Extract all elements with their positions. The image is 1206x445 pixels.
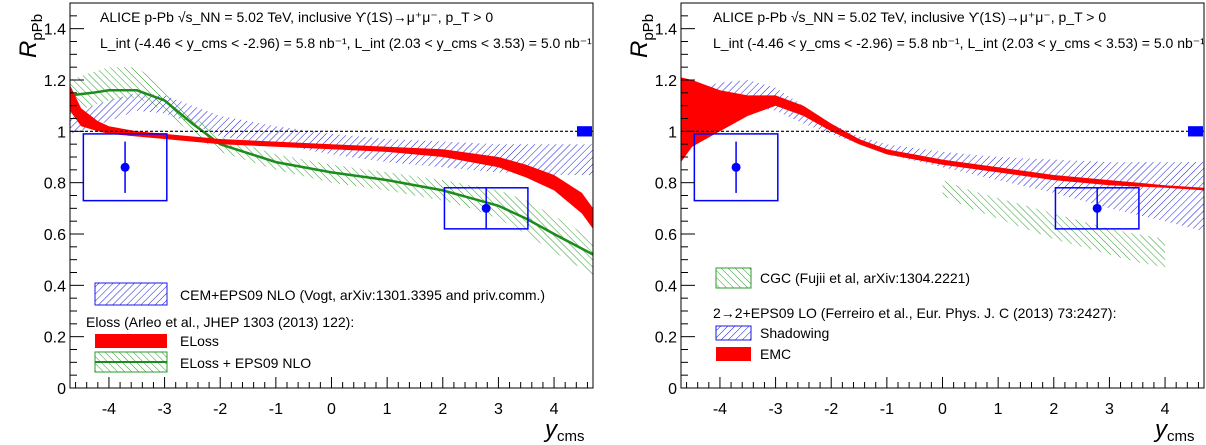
left-plot-frame [69, 2, 594, 389]
left-x-tick-label: -2 [213, 401, 227, 418]
left-legend-eloss-header: Eloss (Arleo et al., JHEP 1303 (2013) 12… [86, 314, 354, 330]
left-x-tick-label: -1 [269, 401, 283, 418]
right-data-marks [681, 77, 1204, 268]
right-header-line2: L_int (-4.46 < y_cms < -2.96) = 5.8 nb⁻¹… [713, 35, 1205, 51]
right-xlabel-main: y [1153, 416, 1169, 443]
left-point-1 [481, 203, 491, 213]
left-y-tick-label: 0.2 [44, 330, 66, 347]
left-point-0 [120, 162, 130, 172]
left-data-marks [69, 67, 594, 276]
left-y-tick-label: 1.4 [44, 22, 66, 39]
right-ylabel-sub: pPb [640, 14, 657, 41]
right-point-0 [731, 162, 741, 172]
right-legend-shadowing: Shadowing [760, 325, 829, 341]
left-x-tick-label: 1 [383, 401, 392, 418]
right-global-uncertainty [1188, 126, 1203, 137]
right-legend-shadowing-swatch [715, 325, 752, 341]
left-y-tick-label: 0 [57, 381, 66, 398]
left-sys-box-0 [82, 133, 168, 202]
right-sys-box-0 [693, 133, 779, 202]
left-header-line1: ALICE p-Pb √s_NN = 5.02 TeV, inclusive ϒ… [100, 9, 493, 25]
right-y-tick-label: 0.6 [655, 227, 677, 244]
right-y-tick-label: 1.4 [655, 22, 677, 39]
svg-text:RpPb: RpPb [15, 14, 46, 58]
right-y-axis-label: RpPb [626, 14, 657, 58]
right-legend-emc-swatch [716, 347, 751, 361]
left-y-tick-label: 1.2 [44, 73, 66, 90]
right-panel: -4 -3 -2 -1 0 1 2 3 4 0 0.2 0.4 0.6 0.8 1 1.2 1.4 ALICE … [626, 2, 1205, 445]
left-x-tick-label: 2 [438, 401, 447, 418]
left-y-tick-label: 1 [57, 124, 66, 141]
left-axis-ticks: -4 -3 -2 -1 0 1 2 3 4 0 0.2 0.4 0.6 0.8 1 1.2 1.4 [44, 2, 588, 418]
left-y-tick-label: 0.4 [44, 278, 66, 295]
right-point-1 [1092, 203, 1102, 213]
left-x-tick-label: 4 [550, 401, 559, 418]
right-legend-emc: EMC [760, 346, 791, 362]
left-legend-vogt: CEM+EPS09 NLO (Vogt, arXiv:1301.3395 and… [180, 287, 545, 303]
left-band-2 [70, 85, 593, 229]
right-x-tick-label: -2 [824, 401, 838, 418]
right-y-tick-label: 0.2 [655, 330, 677, 347]
right-y-tick-label: 0.4 [655, 278, 677, 295]
left-x-axis-label: ycms [543, 416, 585, 445]
right-legend-cgc: CGC (Fujii et al, arXiv:1304.2221) [760, 270, 970, 286]
right-xlabel-sub: cms [1167, 428, 1195, 445]
right-legend-model-header: 2→2+EPS09 LO (Ferreiro et al., Eur. Phys… [713, 305, 1116, 321]
right-x-tick-label: 4 [1161, 401, 1170, 418]
left-x-tick-label: -4 [102, 401, 116, 418]
left-global-uncertainty [577, 126, 592, 137]
left-y-tick-label: 0.8 [44, 176, 66, 193]
right-y-tick-label: 1.2 [655, 73, 677, 90]
right-axis-ticks: -4 -3 -2 -1 0 1 2 3 4 0 0.2 0.4 0.6 0.8 1 1.2 1.4 [655, 2, 1199, 418]
left-legend-eloss: ELoss [180, 333, 219, 349]
right-x-tick-label: 2 [1049, 401, 1058, 418]
left-y-axis-label: RpPb [15, 14, 46, 58]
right-y-tick-label: 1 [668, 124, 677, 141]
left-legend-vogt-swatch [94, 282, 168, 306]
right-x-axis-label: ycms [1153, 416, 1195, 445]
left-header-line2: L_int (-4.46 < y_cms < -2.96) = 5.8 nb⁻¹… [100, 35, 592, 51]
right-band-0 [942, 180, 1166, 268]
right-x-tick-label: -4 [713, 401, 727, 418]
left-legend-eloss-eps: ELoss + EPS09 NLO [180, 355, 311, 371]
left-legend-eloss-swatch [95, 334, 167, 348]
right-y-tick-label: 0.8 [655, 176, 677, 193]
left-x-tick-label: -3 [157, 401, 171, 418]
right-legend-cgc-swatch [715, 267, 752, 289]
right-y-tick-label: 0 [668, 381, 677, 398]
right-x-tick-label: 1 [994, 401, 1003, 418]
right-x-tick-label: -3 [768, 401, 782, 418]
right-x-tick-label: 0 [938, 401, 947, 418]
svg-text:RpPb: RpPb [626, 14, 657, 58]
left-x-tick-label: 0 [327, 401, 336, 418]
left-xlabel-main: y [543, 416, 559, 443]
left-ylabel-sub: pPb [29, 14, 46, 41]
right-header-line1: ALICE p-Pb √s_NN = 5.02 TeV, inclusive ϒ… [713, 9, 1106, 25]
left-xlabel-sub: cms [557, 428, 585, 445]
left-panel: -4 -3 -2 -1 0 1 2 3 4 0 0.2 0.4 0.6 0.8 1 1.2 1.4 ALICE … [15, 2, 594, 445]
left-central-line-1 [69, 89, 594, 256]
left-x-tick-label: 3 [494, 401, 503, 418]
left-ylabel-main: R [15, 41, 42, 58]
right-ylabel-main: R [626, 41, 653, 58]
right-x-tick-label: 3 [1105, 401, 1114, 418]
left-y-tick-label: 0.6 [44, 227, 66, 244]
right-x-tick-label: -1 [880, 401, 894, 418]
